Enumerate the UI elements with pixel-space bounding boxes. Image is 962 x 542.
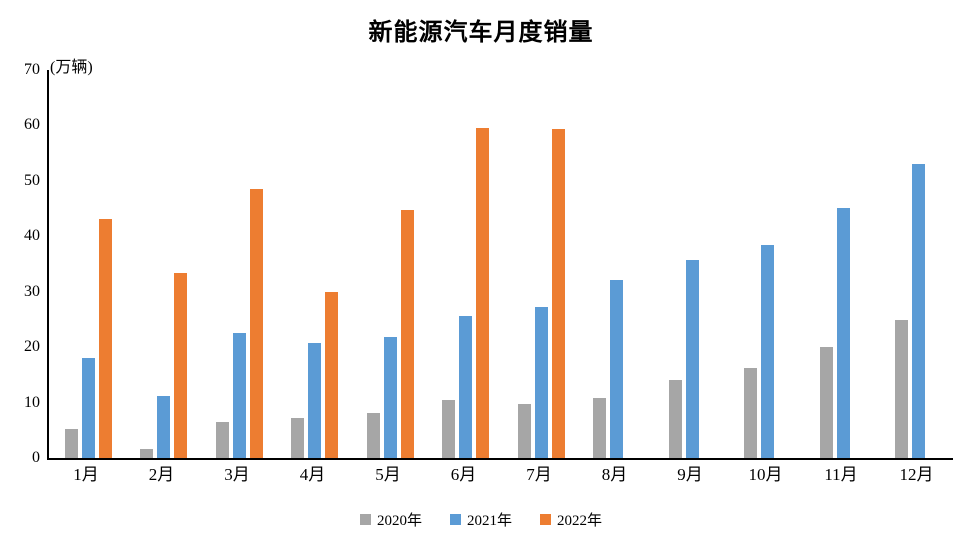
x-axis-label-8月: 8月: [601, 465, 628, 484]
bar-2020年-12月: [895, 319, 908, 458]
bar-2021年-12月: [912, 163, 925, 458]
bar-2020年-2月: [140, 448, 153, 458]
bar-2021年-8月: [610, 280, 623, 458]
bar-2021年-10月: [761, 245, 774, 458]
bar-2021年-7月: [534, 307, 548, 458]
bar-2020年-4月: [291, 418, 304, 458]
y-tick-label: 60: [24, 116, 40, 134]
legend-label: 2021年: [466, 513, 512, 529]
plot-area: [47, 70, 953, 460]
bar-2022年-1月: [98, 218, 112, 458]
x-axis-label-1月: 1月: [73, 465, 99, 484]
x-axis-label-3月: 3月: [224, 465, 250, 484]
bar-2021年-9月: [685, 260, 699, 458]
legend-swatch-icon: [540, 514, 551, 525]
bar-2021年-5月: [383, 337, 397, 458]
x-axis-label-9月: 9月: [677, 465, 703, 484]
bar-2020年-6月: [442, 400, 455, 458]
legend-swatch-icon: [449, 514, 461, 525]
legend-swatch-icon: [359, 514, 371, 525]
bar-2021年-2月: [157, 396, 170, 458]
bar-2021年-11月: [836, 208, 850, 458]
legend-label: 2020年: [376, 513, 422, 529]
bar-2022年-5月: [400, 210, 414, 458]
legend-item-2021年: 2021年: [449, 509, 512, 530]
bar-2022年-6月: [476, 127, 489, 458]
bar-2022年-4月: [325, 291, 338, 458]
legend-item-2022年: 2022年: [540, 509, 602, 530]
bar-2020年-7月: [517, 403, 531, 458]
x-axis-label-2月: 2月: [148, 465, 175, 484]
x-axis-label-4月: 4月: [299, 465, 326, 484]
bar-2021年-4月: [308, 343, 321, 458]
bar-2020年-10月: [744, 368, 757, 458]
legend: 2020年 2021年 2022年: [0, 509, 962, 530]
x-axis-label-5月: 5月: [375, 465, 401, 484]
y-tick-label: 30: [24, 282, 40, 300]
x-axis-label-10月: 10月: [748, 465, 783, 484]
bar-2021年-3月: [232, 332, 246, 458]
bar-2020年-8月: [593, 397, 606, 458]
bar-2021年-6月: [459, 316, 472, 458]
x-axis-label-7月: 7月: [526, 465, 552, 484]
bar-2020年-3月: [215, 421, 229, 458]
y-tick-label: 40: [24, 227, 40, 245]
x-axis-label-11月: 11月: [824, 465, 858, 484]
bar-2020年-11月: [819, 347, 833, 458]
bar-2021年-1月: [81, 358, 95, 458]
y-tick-label: 20: [24, 338, 40, 356]
y-tick-label: 50: [24, 171, 40, 189]
y-tick-label: 0: [32, 449, 40, 466]
bar-2020年-1月: [64, 428, 78, 458]
bar-2022年-3月: [249, 189, 263, 458]
chart-title: 新能源汽车月度销量: [368, 20, 594, 46]
y-tick-label: 70: [24, 61, 40, 78]
legend-label: 2022年: [557, 513, 603, 529]
x-axis-label-12月: 12月: [899, 465, 934, 484]
x-axis-label-6月: 6月: [450, 465, 477, 484]
bar-2020年-5月: [366, 412, 380, 458]
y-tick-label: 10: [24, 393, 40, 411]
legend-item-2020年: 2020年: [359, 509, 422, 530]
bar-2022年-7月: [551, 129, 565, 458]
bar-2020年-9月: [668, 379, 682, 458]
bar-2022年-2月: [174, 272, 187, 458]
y-axis-unit-label: (万辆): [50, 59, 93, 76]
